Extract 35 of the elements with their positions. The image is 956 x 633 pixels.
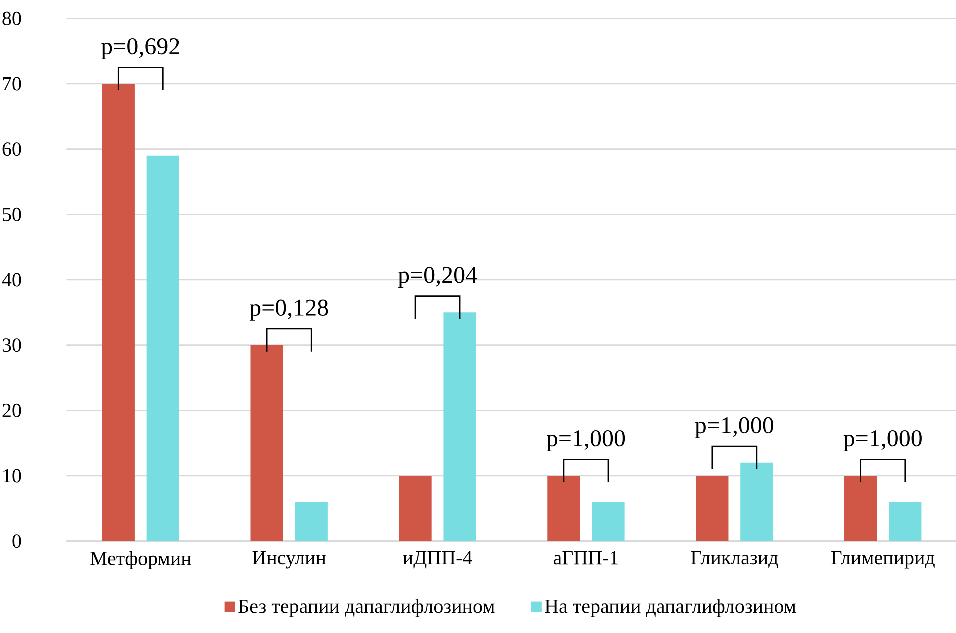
bar [295,502,328,542]
x-tick-label: Глимепирид [831,551,935,569]
y-tick-label: 20 [2,404,22,418]
y-tick-label: 30 [2,338,22,352]
annotation: p=1,000 [844,430,922,452]
legend-label: На терапии дапаглифлозином [545,599,796,618]
bar [592,502,625,542]
x-tick-label: иДПП-4 [403,551,472,569]
bar [444,312,476,542]
annotation: p=0,204 [398,266,478,288]
annotation: p=1,000 [695,417,774,438]
x-tick-label: Гликлазид [691,551,778,568]
y-tick-label: 10 [4,469,22,483]
bar [146,156,180,542]
bar [102,84,135,542]
annotation: p=1,000 [546,430,626,452]
legend-label: Без терапии дапаглифлозином [238,599,495,618]
bar [696,476,729,542]
y-tick-label: 0 [12,534,22,548]
x-tick-label: Инсулин [252,551,326,569]
y-tick-label: 60 [2,142,22,156]
bar [548,476,580,542]
x-tick-label: аГПП-1 [554,551,618,565]
bar [889,502,922,542]
bar [250,345,284,542]
bar [399,476,432,542]
y-tick-label: 40 [2,273,22,287]
annotation: p=0,692 [102,38,180,60]
y-tick-label: 70 [3,77,22,91]
x-tick-label: Метформин [90,551,192,570]
bar [844,476,878,542]
bar [740,462,774,542]
y-tick-label: 80 [2,12,22,26]
y-tick-label: 50 [3,208,22,222]
annotation: p=0,128 [250,300,328,321]
